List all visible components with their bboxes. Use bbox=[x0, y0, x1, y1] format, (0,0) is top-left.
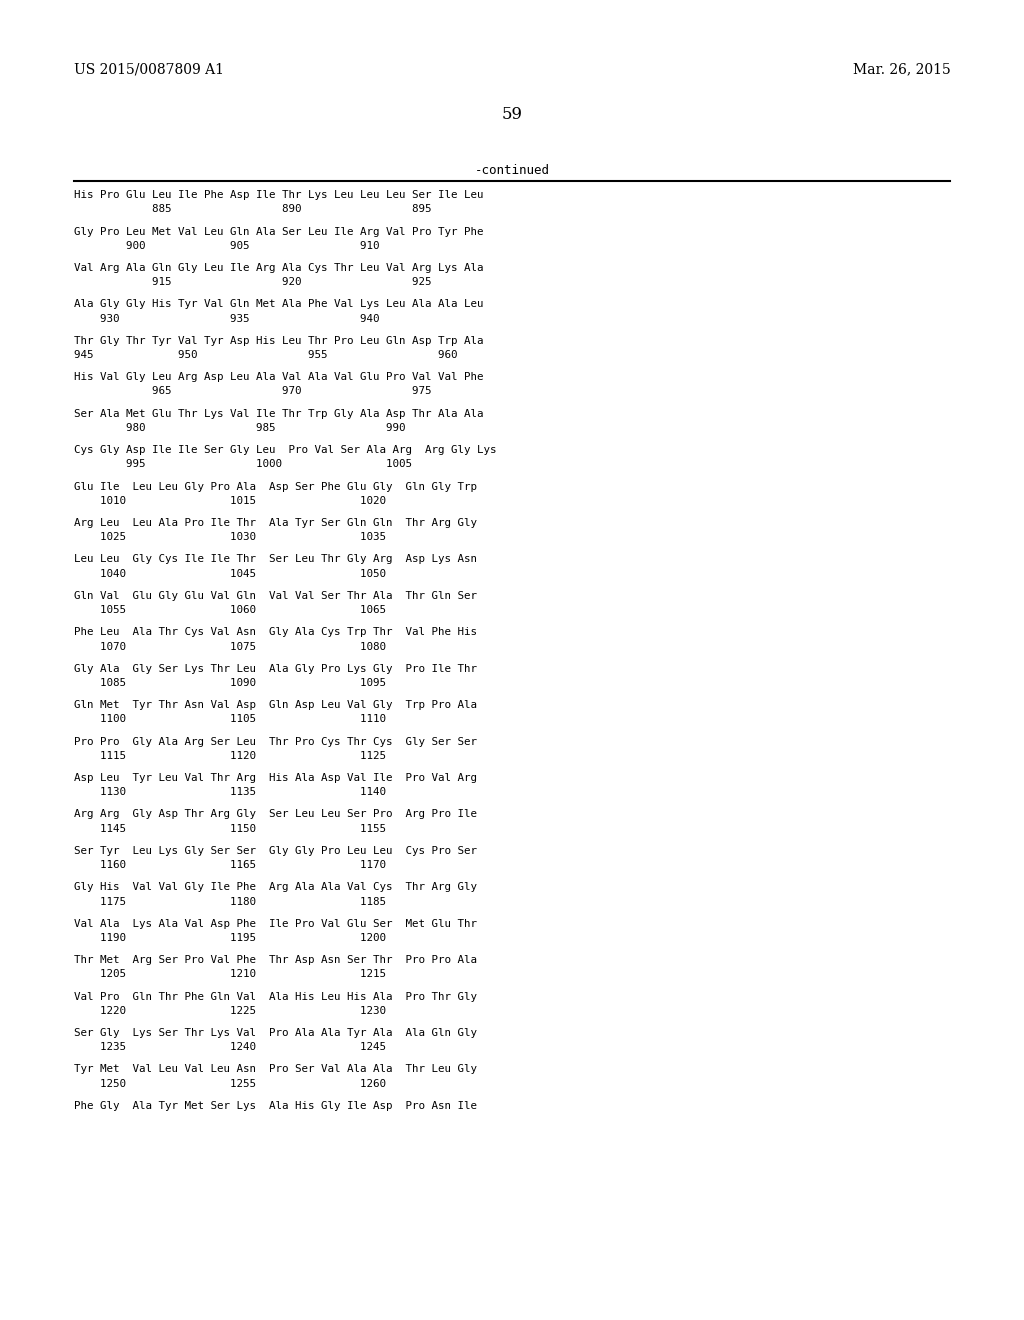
Text: 59: 59 bbox=[502, 106, 522, 123]
Text: 1175                1180                1185: 1175 1180 1185 bbox=[74, 896, 386, 907]
Text: Val Arg Ala Gln Gly Leu Ile Arg Ala Cys Thr Leu Val Arg Lys Ala: Val Arg Ala Gln Gly Leu Ile Arg Ala Cys … bbox=[74, 263, 483, 273]
Text: Val Ala  Lys Ala Val Asp Phe  Ile Pro Val Glu Ser  Met Glu Thr: Val Ala Lys Ala Val Asp Phe Ile Pro Val … bbox=[74, 919, 477, 929]
Text: Thr Gly Thr Tyr Val Tyr Asp His Leu Thr Pro Leu Gln Asp Trp Ala: Thr Gly Thr Tyr Val Tyr Asp His Leu Thr … bbox=[74, 335, 483, 346]
Text: Glu Ile  Leu Leu Gly Pro Ala  Asp Ser Phe Glu Gly  Gln Gly Trp: Glu Ile Leu Leu Gly Pro Ala Asp Ser Phe … bbox=[74, 482, 477, 491]
Text: His Pro Glu Leu Ile Phe Asp Ile Thr Lys Leu Leu Leu Ser Ile Leu: His Pro Glu Leu Ile Phe Asp Ile Thr Lys … bbox=[74, 190, 483, 201]
Text: US 2015/0087809 A1: US 2015/0087809 A1 bbox=[74, 62, 223, 77]
Text: 980                 985                 990: 980 985 990 bbox=[74, 422, 406, 433]
Text: Cys Gly Asp Ile Ile Ser Gly Leu  Pro Val Ser Ala Arg  Arg Gly Lys: Cys Gly Asp Ile Ile Ser Gly Leu Pro Val … bbox=[74, 445, 497, 455]
Text: 1130                1135                1140: 1130 1135 1140 bbox=[74, 787, 386, 797]
Text: Thr Met  Arg Ser Pro Val Phe  Thr Asp Asn Ser Thr  Pro Pro Ala: Thr Met Arg Ser Pro Val Phe Thr Asp Asn … bbox=[74, 956, 477, 965]
Text: 1250                1255                1260: 1250 1255 1260 bbox=[74, 1078, 386, 1089]
Text: Phe Gly  Ala Tyr Met Ser Lys  Ala His Gly Ile Asp  Pro Asn Ile: Phe Gly Ala Tyr Met Ser Lys Ala His Gly … bbox=[74, 1101, 477, 1111]
Text: Ser Gly  Lys Ser Thr Lys Val  Pro Ala Ala Tyr Ala  Ala Gln Gly: Ser Gly Lys Ser Thr Lys Val Pro Ala Ala … bbox=[74, 1028, 477, 1038]
Text: 1055                1060                1065: 1055 1060 1065 bbox=[74, 605, 386, 615]
Text: 965                 970                 975: 965 970 975 bbox=[74, 387, 431, 396]
Text: -continued: -continued bbox=[474, 164, 550, 177]
Text: Gly His  Val Val Gly Ile Phe  Arg Ala Ala Val Cys  Thr Arg Gly: Gly His Val Val Gly Ile Phe Arg Ala Ala … bbox=[74, 882, 477, 892]
Text: 900             905                 910: 900 905 910 bbox=[74, 240, 379, 251]
Text: 1010                1015                1020: 1010 1015 1020 bbox=[74, 496, 386, 506]
Text: 995                 1000                1005: 995 1000 1005 bbox=[74, 459, 412, 470]
Text: 945             950                 955                 960: 945 950 955 960 bbox=[74, 350, 458, 360]
Text: 930                 935                 940: 930 935 940 bbox=[74, 314, 379, 323]
Text: 1145                1150                1155: 1145 1150 1155 bbox=[74, 824, 386, 834]
Text: Leu Leu  Gly Cys Ile Ile Thr  Ser Leu Thr Gly Arg  Asp Lys Asn: Leu Leu Gly Cys Ile Ile Thr Ser Leu Thr … bbox=[74, 554, 477, 565]
Text: 1205                1210                1215: 1205 1210 1215 bbox=[74, 969, 386, 979]
Text: 1025                1030                1035: 1025 1030 1035 bbox=[74, 532, 386, 543]
Text: 915                 920                 925: 915 920 925 bbox=[74, 277, 431, 288]
Text: 1235                1240                1245: 1235 1240 1245 bbox=[74, 1043, 386, 1052]
Text: 1040                1045                1050: 1040 1045 1050 bbox=[74, 569, 386, 578]
Text: 885                 890                 895: 885 890 895 bbox=[74, 205, 431, 214]
Text: Asp Leu  Tyr Leu Val Thr Arg  His Ala Asp Val Ile  Pro Val Arg: Asp Leu Tyr Leu Val Thr Arg His Ala Asp … bbox=[74, 774, 477, 783]
Text: Arg Leu  Leu Ala Pro Ile Thr  Ala Tyr Ser Gln Gln  Thr Arg Gly: Arg Leu Leu Ala Pro Ile Thr Ala Tyr Ser … bbox=[74, 517, 477, 528]
Text: 1100                1105                1110: 1100 1105 1110 bbox=[74, 714, 386, 725]
Text: Phe Leu  Ala Thr Cys Val Asn  Gly Ala Cys Trp Thr  Val Phe His: Phe Leu Ala Thr Cys Val Asn Gly Ala Cys … bbox=[74, 627, 477, 638]
Text: 1115                1120                1125: 1115 1120 1125 bbox=[74, 751, 386, 760]
Text: 1070                1075                1080: 1070 1075 1080 bbox=[74, 642, 386, 652]
Text: 1190                1195                1200: 1190 1195 1200 bbox=[74, 933, 386, 942]
Text: Gly Ala  Gly Ser Lys Thr Leu  Ala Gly Pro Lys Gly  Pro Ile Thr: Gly Ala Gly Ser Lys Thr Leu Ala Gly Pro … bbox=[74, 664, 477, 673]
Text: Mar. 26, 2015: Mar. 26, 2015 bbox=[853, 62, 950, 77]
Text: Pro Pro  Gly Ala Arg Ser Leu  Thr Pro Cys Thr Cys  Gly Ser Ser: Pro Pro Gly Ala Arg Ser Leu Thr Pro Cys … bbox=[74, 737, 477, 747]
Text: Gln Met  Tyr Thr Asn Val Asp  Gln Asp Leu Val Gly  Trp Pro Ala: Gln Met Tyr Thr Asn Val Asp Gln Asp Leu … bbox=[74, 700, 477, 710]
Text: 1220                1225                1230: 1220 1225 1230 bbox=[74, 1006, 386, 1016]
Text: Ser Ala Met Glu Thr Lys Val Ile Thr Trp Gly Ala Asp Thr Ala Ala: Ser Ala Met Glu Thr Lys Val Ile Thr Trp … bbox=[74, 409, 483, 418]
Text: Val Pro  Gln Thr Phe Gln Val  Ala His Leu His Ala  Pro Thr Gly: Val Pro Gln Thr Phe Gln Val Ala His Leu … bbox=[74, 991, 477, 1002]
Text: Gly Pro Leu Met Val Leu Gln Ala Ser Leu Ile Arg Val Pro Tyr Phe: Gly Pro Leu Met Val Leu Gln Ala Ser Leu … bbox=[74, 227, 483, 236]
Text: Arg Arg  Gly Asp Thr Arg Gly  Ser Leu Leu Ser Pro  Arg Pro Ile: Arg Arg Gly Asp Thr Arg Gly Ser Leu Leu … bbox=[74, 809, 477, 820]
Text: His Val Gly Leu Arg Asp Leu Ala Val Ala Val Glu Pro Val Val Phe: His Val Gly Leu Arg Asp Leu Ala Val Ala … bbox=[74, 372, 483, 383]
Text: Ala Gly Gly His Tyr Val Gln Met Ala Phe Val Lys Leu Ala Ala Leu: Ala Gly Gly His Tyr Val Gln Met Ala Phe … bbox=[74, 300, 483, 309]
Text: Ser Tyr  Leu Lys Gly Ser Ser  Gly Gly Pro Leu Leu  Cys Pro Ser: Ser Tyr Leu Lys Gly Ser Ser Gly Gly Pro … bbox=[74, 846, 477, 855]
Text: Tyr Met  Val Leu Val Leu Asn  Pro Ser Val Ala Ala  Thr Leu Gly: Tyr Met Val Leu Val Leu Asn Pro Ser Val … bbox=[74, 1064, 477, 1074]
Text: 1160                1165                1170: 1160 1165 1170 bbox=[74, 861, 386, 870]
Text: 1085                1090                1095: 1085 1090 1095 bbox=[74, 678, 386, 688]
Text: Gln Val  Glu Gly Glu Val Gln  Val Val Ser Thr Ala  Thr Gln Ser: Gln Val Glu Gly Glu Val Gln Val Val Ser … bbox=[74, 591, 477, 601]
